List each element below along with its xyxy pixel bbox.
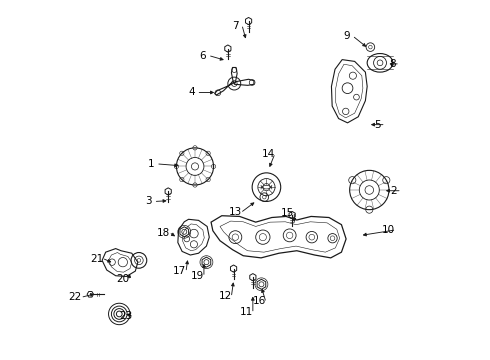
Text: 10: 10 <box>382 225 395 235</box>
Text: 9: 9 <box>343 31 350 41</box>
Text: 2: 2 <box>391 186 397 196</box>
Text: 6: 6 <box>199 51 206 61</box>
Text: 22: 22 <box>69 292 82 302</box>
Text: 1: 1 <box>148 159 154 169</box>
Text: 21: 21 <box>90 253 103 264</box>
Text: 4: 4 <box>188 87 195 98</box>
Text: 12: 12 <box>219 291 232 301</box>
Text: 19: 19 <box>191 271 204 281</box>
Text: 11: 11 <box>240 307 253 317</box>
Text: 18: 18 <box>157 228 170 238</box>
Text: 7: 7 <box>232 21 239 31</box>
Text: 13: 13 <box>228 207 242 217</box>
Text: 20: 20 <box>116 274 129 284</box>
Text: 15: 15 <box>281 208 294 218</box>
Text: 8: 8 <box>389 59 395 69</box>
Text: 17: 17 <box>173 266 186 276</box>
Text: 5: 5 <box>374 120 381 130</box>
Text: 3: 3 <box>145 197 152 206</box>
Text: 14: 14 <box>262 149 275 159</box>
Text: 23: 23 <box>120 311 133 321</box>
Text: 16: 16 <box>253 296 266 306</box>
